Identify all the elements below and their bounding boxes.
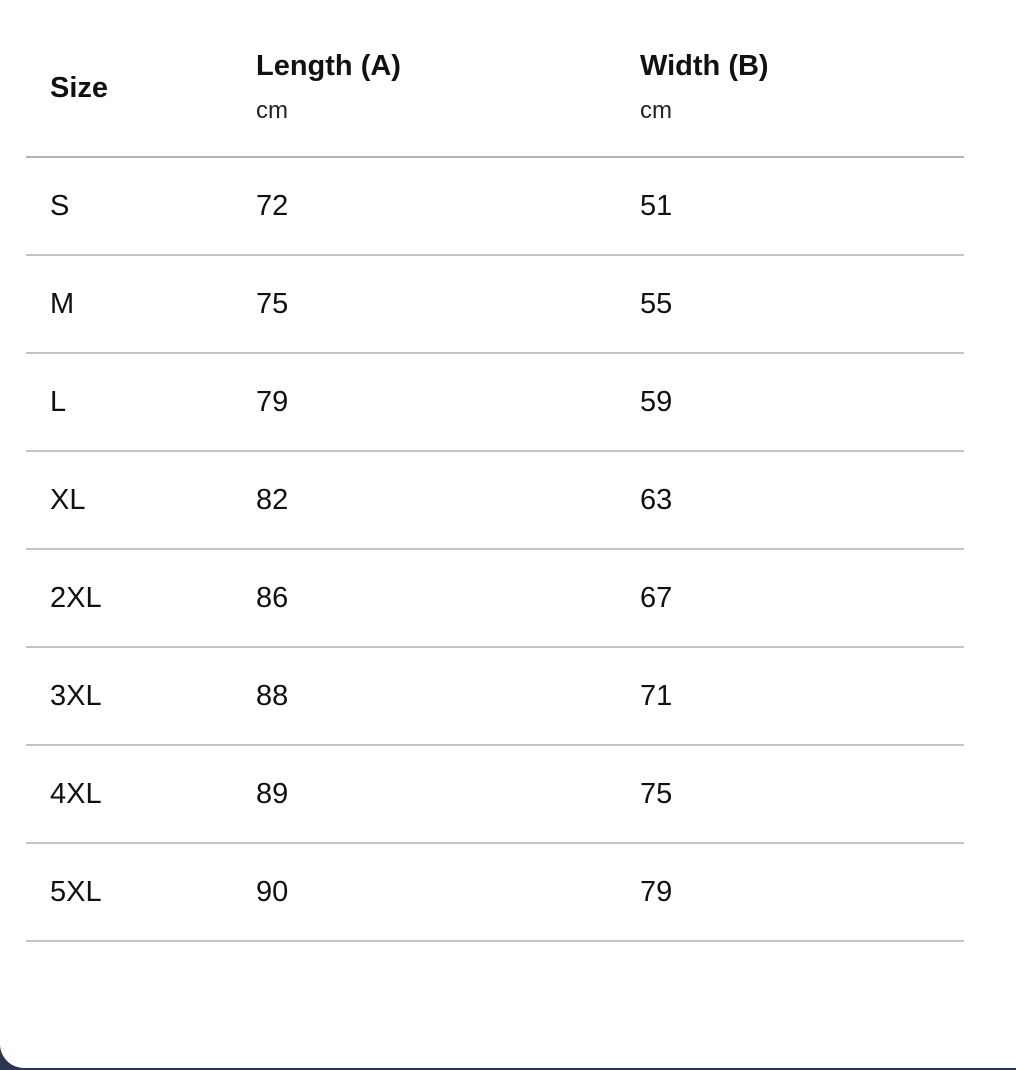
cell-size: S	[50, 190, 70, 222]
table-row: 5XL 90 79	[26, 844, 964, 942]
table-row: 2XL 86 67	[26, 550, 964, 648]
cell-size: 3XL	[50, 680, 102, 712]
table-row: XL 82 63	[26, 452, 964, 550]
cell-length: 88	[256, 680, 289, 712]
header-length: Length (A) cm	[256, 50, 401, 125]
header-width-unit: cm	[640, 97, 672, 124]
header-size: Size	[50, 72, 108, 105]
header-length-title: Length (A)	[256, 50, 401, 82]
cell-width: 55	[640, 288, 673, 320]
cell-width: 79	[640, 876, 673, 908]
cell-size: XL	[50, 484, 86, 516]
cell-length: 75	[256, 288, 289, 320]
table-row: M 75 55	[26, 256, 964, 354]
cell-length: 72	[256, 190, 289, 222]
cell-width: 75	[640, 778, 673, 810]
table-row: 4XL 89 75	[26, 746, 964, 844]
cell-size: 4XL	[50, 778, 102, 810]
table-row: L 79 59	[26, 354, 964, 452]
cell-size: 5XL	[50, 876, 102, 908]
cell-size: 2XL	[50, 582, 102, 614]
cell-length: 89	[256, 778, 289, 810]
cell-length: 86	[256, 582, 289, 614]
cell-size: L	[50, 386, 67, 418]
header-length-unit: cm	[256, 97, 288, 124]
table-row: 3XL 88 71	[26, 648, 964, 746]
cell-width: 67	[640, 582, 673, 614]
cell-width: 71	[640, 680, 673, 712]
cell-length: 82	[256, 484, 289, 516]
cell-width: 59	[640, 386, 673, 418]
cell-width: 63	[640, 484, 673, 516]
cell-length: 90	[256, 876, 289, 908]
header-width: Width (B) cm	[640, 50, 769, 125]
header-width-title: Width (B)	[640, 50, 769, 82]
cell-size: M	[50, 288, 75, 320]
table-header: Size Length (A) cm Width (B) cm	[26, 0, 964, 158]
cell-width: 51	[640, 190, 673, 222]
cell-length: 79	[256, 386, 289, 418]
table-row: S 72 51	[26, 158, 964, 256]
header-size-title: Size	[50, 72, 109, 104]
